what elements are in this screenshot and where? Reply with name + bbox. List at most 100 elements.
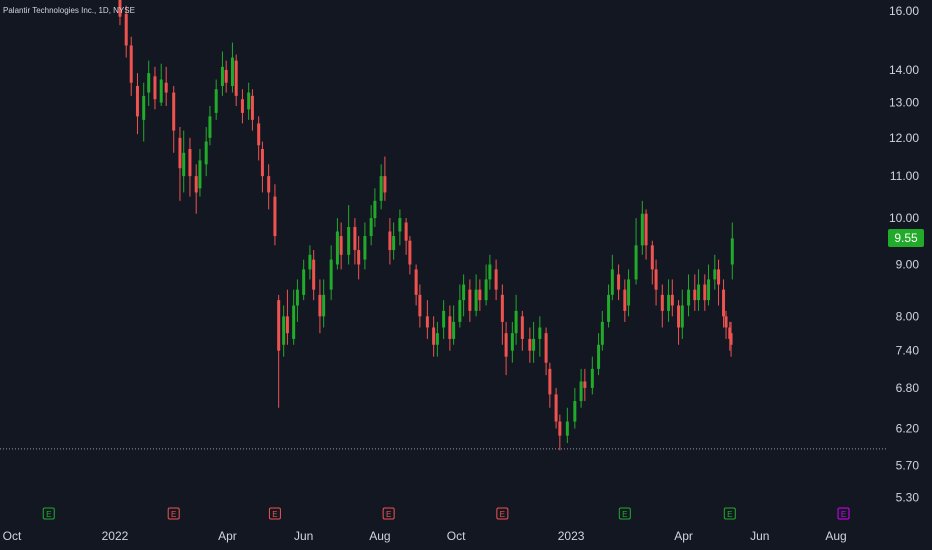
candle[interactable] (600, 310, 604, 351)
candle[interactable] (597, 333, 601, 376)
candle[interactable] (432, 316, 436, 357)
candle[interactable] (703, 274, 707, 311)
candle[interactable] (142, 82, 146, 142)
candle[interactable] (544, 327, 548, 376)
candle[interactable] (357, 236, 361, 280)
candle[interactable] (383, 156, 387, 201)
candle[interactable] (379, 164, 383, 210)
candle[interactable] (159, 63, 163, 106)
candle[interactable] (277, 294, 281, 408)
candle[interactable] (644, 209, 648, 260)
candle[interactable] (285, 289, 289, 345)
candle[interactable] (308, 245, 312, 280)
candle[interactable] (188, 137, 192, 197)
earnings-marker[interactable]: E (382, 507, 395, 520)
candle[interactable] (292, 289, 296, 345)
earnings-marker[interactable]: E (42, 507, 55, 520)
candle[interactable] (295, 279, 299, 322)
candle[interactable] (528, 327, 532, 363)
candle[interactable] (282, 305, 286, 357)
candle[interactable] (124, 5, 128, 58)
candle[interactable] (610, 254, 614, 301)
candle[interactable] (573, 387, 577, 429)
candle[interactable] (318, 279, 322, 334)
candle[interactable] (590, 356, 594, 395)
candle[interactable] (717, 259, 721, 306)
candle[interactable] (494, 259, 498, 301)
candle[interactable] (182, 130, 186, 193)
candle[interactable] (468, 279, 472, 322)
candle[interactable] (554, 387, 558, 429)
candle[interactable] (724, 310, 728, 339)
candle[interactable] (707, 264, 711, 306)
candle[interactable] (548, 362, 552, 408)
candle[interactable] (418, 284, 422, 328)
candle[interactable] (339, 222, 343, 270)
candle[interactable] (273, 184, 277, 246)
candle[interactable] (565, 407, 569, 443)
candle[interactable] (448, 305, 452, 351)
candle[interactable] (729, 321, 733, 357)
candle[interactable] (558, 414, 562, 451)
candle[interactable] (504, 321, 508, 376)
candle[interactable] (230, 42, 234, 93)
candle[interactable] (680, 289, 684, 339)
candle[interactable] (640, 200, 644, 255)
candle[interactable] (373, 188, 377, 227)
candle[interactable] (178, 126, 182, 201)
candle[interactable] (500, 284, 504, 345)
candle[interactable] (623, 279, 627, 322)
candle[interactable] (722, 279, 726, 328)
candle[interactable] (240, 89, 244, 124)
candle[interactable] (204, 126, 208, 177)
earnings-marker[interactable]: E (723, 507, 736, 520)
candle[interactable] (462, 274, 466, 317)
earnings-marker[interactable]: E (167, 507, 180, 520)
candle[interactable] (607, 284, 611, 328)
candle[interactable] (322, 279, 326, 328)
candle[interactable] (220, 51, 224, 96)
candle[interactable] (164, 66, 168, 106)
candle[interactable] (687, 274, 691, 317)
candle[interactable] (532, 321, 536, 363)
candle[interactable] (730, 222, 734, 280)
candle[interactable] (484, 264, 488, 306)
candle[interactable] (514, 294, 518, 345)
candle[interactable] (520, 310, 524, 351)
candle[interactable] (250, 89, 254, 131)
candle[interactable] (135, 73, 139, 135)
candle[interactable] (147, 60, 151, 106)
candle[interactable] (478, 279, 482, 311)
candle[interactable] (267, 164, 271, 210)
candle[interactable] (510, 321, 514, 363)
candle[interactable] (713, 254, 717, 290)
earnings-marker[interactable]: E (837, 507, 850, 520)
candle[interactable] (654, 259, 658, 306)
earnings-marker[interactable]: E (496, 507, 509, 520)
candle[interactable] (257, 116, 261, 161)
candle[interactable] (488, 254, 492, 290)
candle[interactable] (329, 245, 333, 301)
candle[interactable] (353, 218, 357, 265)
candle[interactable] (583, 368, 587, 402)
candle[interactable] (369, 205, 373, 246)
candle[interactable] (693, 274, 697, 311)
candle[interactable] (634, 218, 638, 285)
candle[interactable] (617, 264, 621, 301)
earnings-marker[interactable]: E (618, 507, 631, 520)
candle[interactable] (404, 218, 408, 255)
candle[interactable] (347, 205, 351, 265)
candle[interactable] (118, 0, 122, 26)
candle[interactable] (172, 85, 176, 153)
candle[interactable] (442, 300, 446, 339)
candle[interactable] (208, 105, 212, 146)
candle[interactable] (538, 316, 542, 357)
candle[interactable] (458, 284, 462, 328)
candle[interactable] (452, 305, 456, 345)
candle[interactable] (260, 141, 264, 193)
candle[interactable] (392, 222, 396, 260)
candle[interactable] (388, 218, 392, 265)
candle[interactable] (474, 274, 478, 317)
candle[interactable] (697, 269, 701, 311)
